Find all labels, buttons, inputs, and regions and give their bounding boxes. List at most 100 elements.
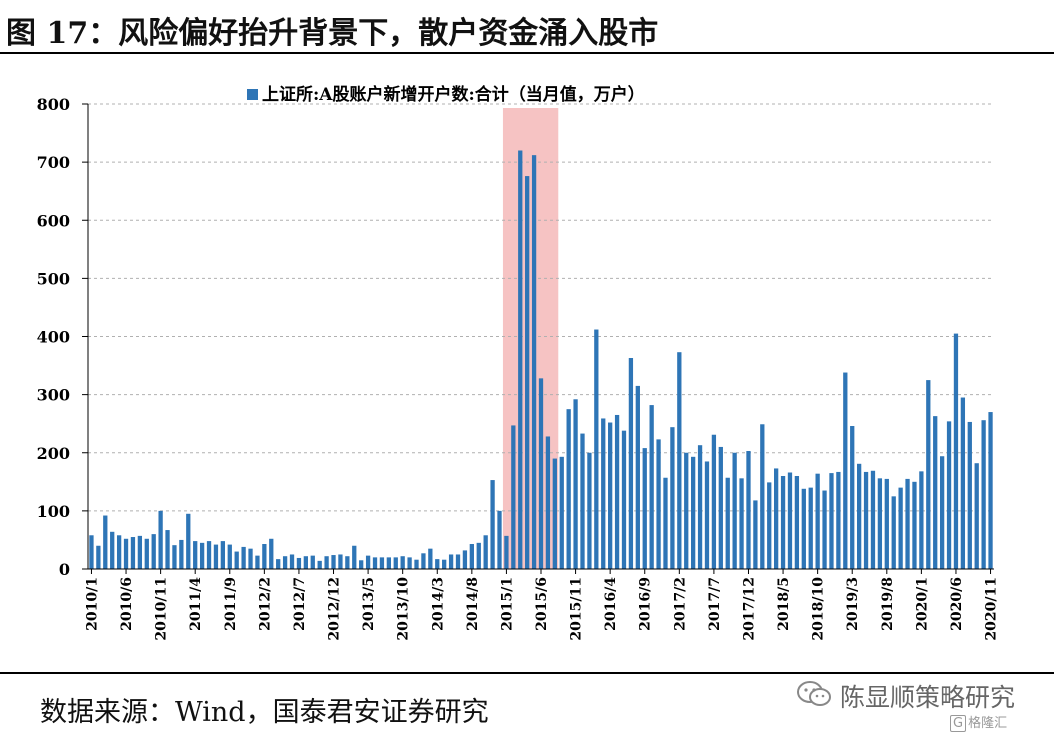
bar [981, 420, 986, 569]
bar [939, 456, 945, 569]
bar [324, 556, 329, 569]
bar [704, 461, 710, 569]
bar [725, 477, 730, 569]
x-tick-label: 2020/11 [984, 577, 1000, 641]
bar [711, 434, 717, 569]
bar [960, 397, 966, 569]
watermark: 陈显顺策略研究 [796, 676, 1046, 712]
bar [296, 557, 302, 569]
bar [933, 416, 938, 569]
bar [103, 515, 108, 569]
bar [794, 476, 800, 569]
bar [317, 560, 322, 569]
bar [400, 556, 405, 569]
bar [663, 477, 668, 569]
x-tick-label: 2014/3 [430, 577, 446, 631]
bar [656, 439, 661, 569]
gelonghui-text: 格隆汇 [968, 716, 1008, 731]
bar [234, 551, 239, 569]
x-tick-label: 2018/5 [776, 577, 792, 631]
bar [573, 399, 578, 569]
bar [891, 496, 896, 569]
chart-title: 图 17：风险偏好抬升背景下，散户资金涌入股市 [6, 16, 659, 51]
x-tick-label: 2014/8 [465, 577, 481, 631]
x-tick-label: 2019/3 [845, 577, 861, 631]
bar [379, 557, 385, 569]
x-tick-label: 2020/6 [949, 577, 965, 631]
bar [193, 541, 198, 569]
bar [144, 538, 149, 569]
bar [718, 446, 723, 569]
x-tick-label: 2015/11 [569, 577, 585, 641]
wechat-icon [797, 681, 831, 706]
bar [691, 456, 696, 569]
bar [870, 470, 876, 569]
bar [186, 513, 191, 569]
footer-divider [0, 672, 1054, 674]
bar [815, 473, 820, 569]
bar [621, 430, 627, 569]
bar [677, 352, 682, 569]
bar [504, 535, 509, 569]
bar [469, 544, 474, 569]
y-tick-label: 500 [37, 269, 70, 288]
bar [372, 557, 378, 569]
bar [926, 380, 931, 569]
x-tick-label: 2019/8 [880, 577, 896, 631]
bar [732, 452, 737, 569]
x-tick-label: 2017/7 [707, 577, 723, 631]
x-tick-label: 2011/9 [223, 577, 239, 631]
bar [635, 385, 640, 569]
y-tick-label: 400 [37, 328, 70, 347]
bar [448, 554, 454, 569]
bar [545, 436, 551, 569]
bar [601, 418, 606, 569]
y-tick-label: 800 [37, 95, 70, 114]
bar [359, 560, 364, 569]
bar [594, 329, 599, 569]
bar [206, 541, 212, 569]
bar [490, 480, 495, 569]
x-tick-label: 2015/1 [499, 577, 515, 631]
bar [393, 557, 398, 569]
y-tick-label: 0 [59, 560, 70, 579]
x-tick-label: 2016/9 [638, 577, 654, 631]
x-tick-label: 2012/7 [292, 577, 308, 631]
bar [628, 358, 634, 569]
bar [248, 548, 253, 569]
bar [780, 476, 786, 569]
bar [614, 414, 620, 569]
bar [289, 554, 295, 569]
x-tick-label: 2013/10 [396, 577, 412, 641]
x-tick-label: 2011/4 [188, 577, 204, 631]
bar [213, 544, 219, 569]
gelonghui-logo-icon: G [950, 715, 967, 732]
bar [158, 510, 163, 569]
x-tick-label: 2015/6 [534, 577, 550, 631]
bar [905, 478, 910, 569]
y-tick-label: 700 [37, 153, 70, 172]
bar [587, 452, 592, 569]
legend-label: 上证所:A股账户新增开户数:合计（当月值，万户） [262, 84, 645, 105]
bar [988, 412, 993, 569]
bar [511, 425, 516, 569]
bar [165, 530, 170, 569]
bar [365, 555, 371, 569]
bar [850, 426, 855, 569]
bar [331, 555, 336, 569]
bar [338, 554, 343, 569]
bar [455, 554, 461, 569]
x-tick-label: 2012/12 [327, 577, 343, 641]
bar [497, 510, 502, 569]
x-tick-label: 2013/5 [361, 577, 377, 631]
bar [476, 542, 481, 569]
bar [580, 433, 585, 569]
bar [884, 478, 889, 569]
bar [531, 155, 537, 569]
bar [808, 487, 813, 569]
bar [352, 545, 357, 569]
bar [172, 545, 177, 569]
bar [303, 556, 308, 569]
bar [282, 556, 288, 569]
bar [670, 427, 675, 569]
